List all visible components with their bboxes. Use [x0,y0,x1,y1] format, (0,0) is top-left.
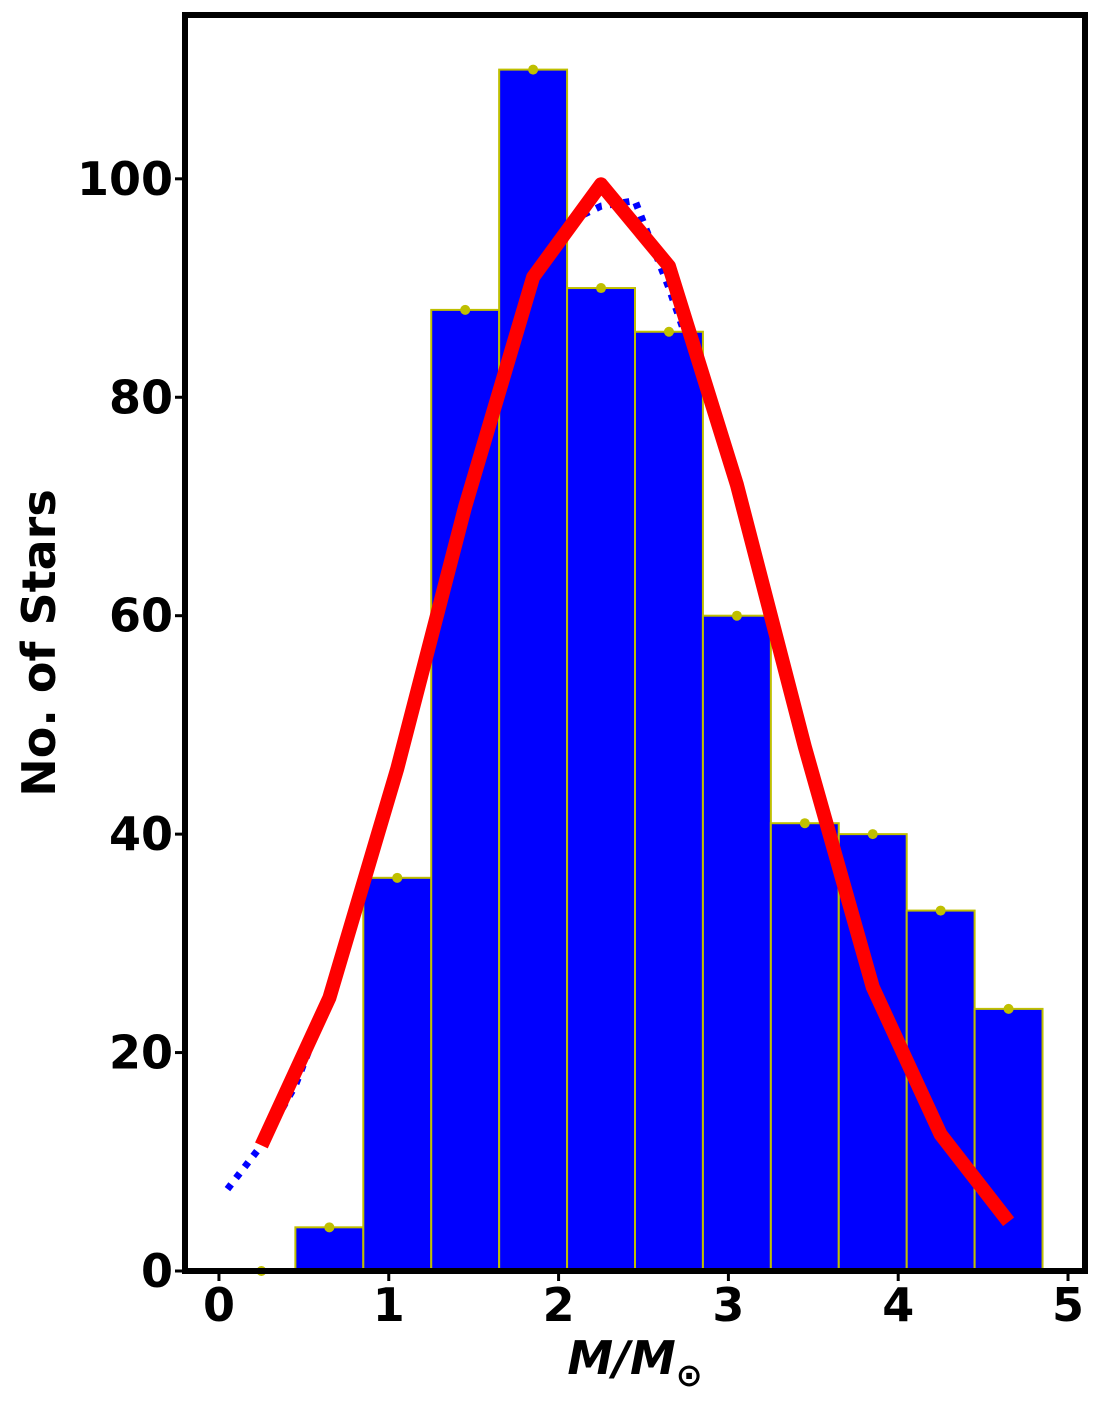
y-axis-title: No. of Stars [12,489,66,796]
bin-marker [1003,1003,1014,1014]
x-axis: 0 1 2 3 4 5 [203,1271,1084,1332]
bin-marker [935,905,946,916]
histogram-bar [566,287,637,1273]
bin-marker [324,1222,335,1233]
bin-marker [460,304,471,315]
x-tick-label: 0 [203,1278,235,1332]
y-tick-label: 0 [141,1244,173,1298]
histogram-bar [362,876,433,1272]
x-axis-title: M/M⊙ [567,1331,702,1394]
x-axis-title-text: M/M [567,1331,675,1385]
y-axis: 0 20 40 60 80 100 [77,152,185,1298]
bin-marker [867,829,878,840]
fit-curve-line [255,177,1015,1227]
y-tick-label: 100 [77,152,173,206]
bin-marker [663,326,674,337]
bars-layer [294,68,1044,1273]
histogram-bar [769,822,840,1272]
bin-marker [392,872,403,883]
x-tick-label: 2 [543,1278,575,1332]
histogram-bar [701,614,772,1272]
y-tick-label: 60 [109,589,173,643]
x-tick-label: 3 [712,1278,744,1332]
bin-marker [596,283,607,294]
x-tick-label: 5 [1052,1278,1084,1332]
x-tick-label: 4 [882,1278,914,1332]
bin-marker [731,610,742,621]
histogram-bar [973,1007,1044,1272]
histogram-bar [430,308,501,1272]
y-tick-label: 80 [109,370,173,424]
bin-marker [528,64,539,75]
plot-frame [182,12,1088,1274]
histogram-bar [634,330,704,1273]
histogram-bar [294,1226,365,1272]
y-tick-label: 20 [109,1026,173,1080]
y-tick-label: 40 [109,807,173,861]
bin-marker [799,818,810,829]
bin-markers-layer [256,64,1014,1276]
x-tick-label: 1 [373,1278,405,1332]
solar-symbol: ⊙ [676,1356,703,1394]
fit-curve-layer [255,177,1015,1227]
